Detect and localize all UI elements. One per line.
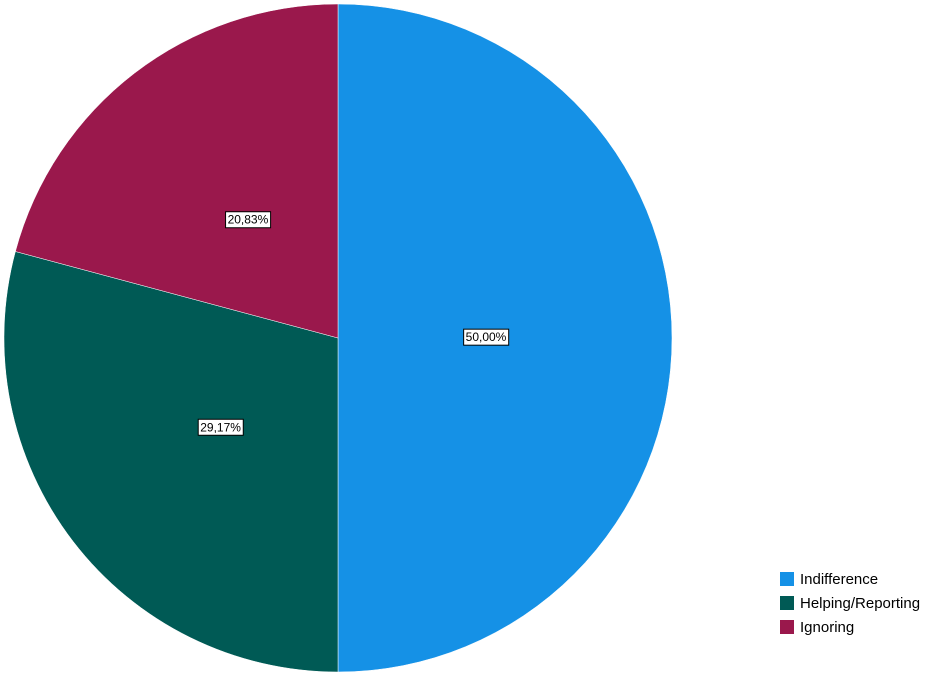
pie-slice (3, 251, 339, 673)
legend-label: Ignoring (800, 619, 854, 636)
pie-slice (15, 3, 339, 339)
legend-swatch (780, 596, 794, 610)
value-label-box (197, 418, 244, 436)
legend-swatch (780, 620, 794, 634)
legend-swatch (780, 572, 794, 586)
value-label-box (463, 328, 510, 346)
legend-label: Helping/Reporting (800, 595, 920, 612)
value-label: 50,00% (466, 330, 507, 344)
value-label: 29,17% (200, 420, 241, 434)
value-label-box (225, 211, 272, 229)
legend-label: Indifference (800, 571, 878, 588)
value-label: 20,83% (228, 213, 269, 227)
